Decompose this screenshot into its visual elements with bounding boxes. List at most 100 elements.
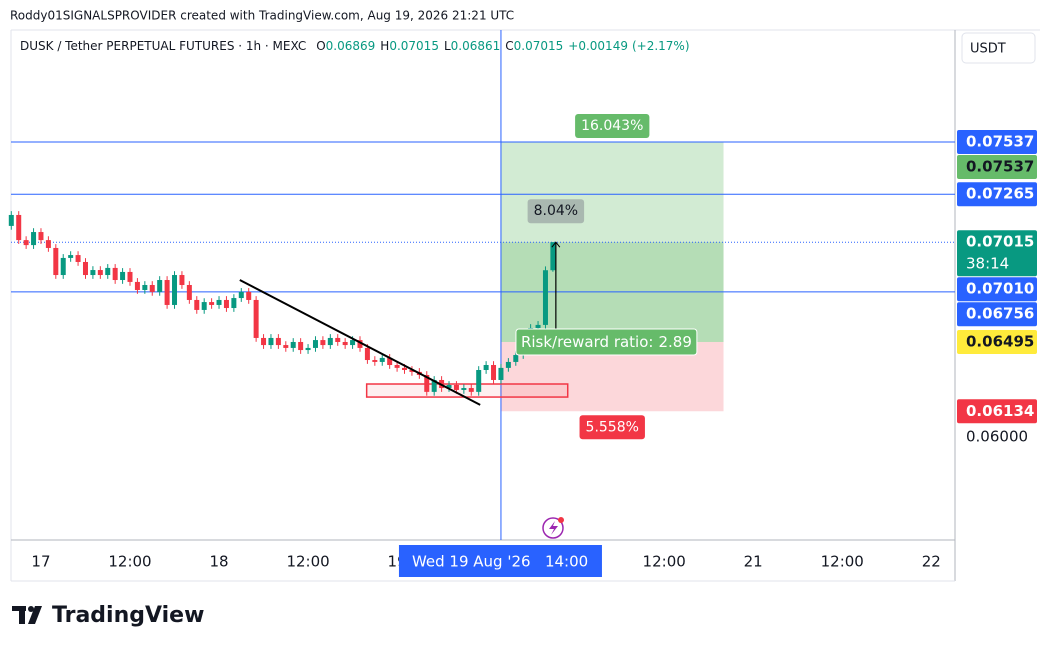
rr-text: Risk/reward ratio: <box>521 332 654 350</box>
candle-body <box>513 355 519 362</box>
candle-body <box>127 271 133 282</box>
x-tick-label: 22 <box>922 553 941 571</box>
candle-body <box>446 384 452 389</box>
candle-body <box>60 257 66 276</box>
stop-pct: 5.558% <box>586 419 639 435</box>
currency[interactable]: USDT <box>970 42 1006 57</box>
candle-body <box>45 240 51 248</box>
candle-body <box>350 340 356 346</box>
candle-body <box>327 337 333 346</box>
candle-body <box>394 365 400 368</box>
change: +0.00149 <box>568 39 628 53</box>
brand: TradingView <box>52 603 204 628</box>
price-label-box <box>957 155 1037 180</box>
ohlc-label: O <box>316 39 325 53</box>
price-label: 0.07010 <box>966 280 1034 298</box>
candle-body <box>8 214 14 226</box>
candle-body <box>142 285 148 290</box>
target-pct: 16.043% <box>581 118 643 134</box>
currency-button[interactable] <box>961 32 1036 64</box>
x-tick-label: 12:00 <box>286 553 329 571</box>
ohlc-value: 0.06861 <box>451 39 501 53</box>
candle-body <box>223 299 229 309</box>
price-label-box <box>957 399 1037 424</box>
candle-body <box>261 337 267 346</box>
candle-body <box>498 367 504 380</box>
rr-box <box>515 328 698 356</box>
candle-body <box>535 324 541 328</box>
price-label-box <box>957 302 1037 327</box>
candle-body <box>387 357 393 366</box>
candle-body <box>342 341 348 346</box>
price-label-box <box>957 277 1037 302</box>
candle-body <box>468 388 474 392</box>
symbol: DUSK / Tether PERPETUAL FUTURES · 1h · M… <box>20 39 306 53</box>
price-label: 0.07537 <box>966 133 1034 151</box>
candle-body <box>90 270 96 276</box>
candle-body <box>68 255 74 258</box>
candle-body <box>335 337 341 342</box>
candle-body <box>231 298 237 309</box>
crosshair-time: 14:00 <box>545 553 588 571</box>
price-label: 0.06495 <box>966 332 1034 350</box>
ohlc-value: 0.06869 <box>326 39 376 53</box>
candle-body <box>542 270 548 325</box>
countdown: 38:14 <box>966 255 1009 273</box>
x-tick-label: 12:00 <box>643 553 686 571</box>
candle-body <box>120 271 126 281</box>
measure-label: 8.04% <box>534 203 578 219</box>
candle-body <box>149 285 155 292</box>
rr-value: 2.89 <box>658 332 691 350</box>
candle-body <box>275 337 281 346</box>
candle-body <box>505 361 511 368</box>
target-pct-box <box>575 114 650 139</box>
price-label: 0.07537 <box>966 158 1034 176</box>
candle-body <box>75 255 81 262</box>
candle-body <box>16 214 22 241</box>
candle-body <box>298 341 304 351</box>
candle-body <box>424 374 430 392</box>
candle-body <box>246 291 252 300</box>
credit: Roddy01SIGNALSPROVIDER created with Trad… <box>10 9 514 23</box>
candle-body <box>253 299 259 338</box>
ohlc-label: C <box>505 39 513 53</box>
trendline <box>239 279 481 406</box>
candle-body <box>379 357 385 362</box>
zone-box <box>365 383 569 398</box>
candle-body <box>268 337 274 346</box>
candle-body <box>105 267 111 276</box>
x-tick-label: 17 <box>31 553 50 571</box>
stop-pct-box <box>579 415 645 440</box>
candle-body <box>23 240 29 246</box>
candle-body <box>112 267 118 281</box>
candle-body <box>201 302 207 310</box>
candle-body <box>97 270 103 276</box>
price-label: 0.06134 <box>966 402 1034 420</box>
candle-body <box>179 275 185 285</box>
candle-body <box>82 261 88 276</box>
candle-body <box>216 299 222 305</box>
candle-body <box>164 280 170 305</box>
candle-body <box>38 232 44 241</box>
candle-body <box>194 299 200 310</box>
x-tick-label: 21 <box>744 553 763 571</box>
ohlc-label: H <box>380 39 389 53</box>
price-label: 0.07265 <box>966 185 1034 203</box>
candle-body <box>53 247 59 276</box>
measure-arrowhead <box>551 241 561 248</box>
candle-body <box>476 370 482 392</box>
candle-body <box>283 345 289 348</box>
event-icon-bolt <box>549 521 558 535</box>
candle-body <box>491 365 497 380</box>
candle-body <box>134 281 140 290</box>
candle-body <box>453 384 459 390</box>
price-label-box <box>957 329 1037 354</box>
candle-body <box>312 340 318 348</box>
candle-body <box>290 341 296 348</box>
candle-body <box>209 302 215 305</box>
candle-body <box>483 365 489 370</box>
candle-body <box>461 388 467 390</box>
